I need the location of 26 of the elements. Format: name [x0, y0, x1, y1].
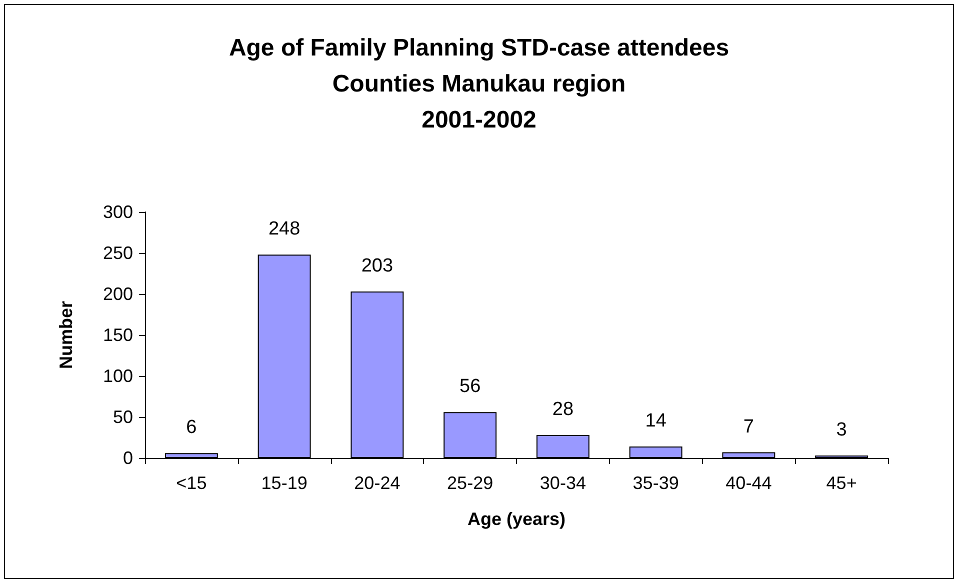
y-tick-label: 0: [122, 448, 133, 468]
data-label: 203: [361, 256, 394, 277]
y-tick-label: 100: [102, 366, 133, 386]
chart-title: Age of Family Planning STD-case attendees Counties Manukau region 2001-2002: [228, 34, 730, 134]
x-tick-label: 30-34: [540, 473, 586, 493]
data-label: 28: [552, 399, 574, 420]
y-tick-label: 50: [112, 407, 133, 427]
x-tick-label: 45+: [826, 473, 857, 493]
data-label: 56: [459, 376, 481, 398]
y-axis-title: Number: [56, 300, 76, 370]
x-tick-label: 35-39: [632, 473, 679, 493]
data-label: 3: [836, 420, 847, 441]
data-label: 248: [268, 218, 300, 240]
x-tick-label: 25-29: [447, 473, 494, 493]
data-label: 7: [743, 416, 754, 438]
x-tick-label: 15-19: [261, 473, 308, 493]
y-tick-label: 250: [102, 243, 133, 263]
y-tick-label: 300: [102, 202, 133, 222]
data-label: 6: [186, 417, 197, 438]
x-axis-title: Age (years): [467, 509, 566, 529]
data-label: 14: [645, 410, 667, 432]
x-tick-label: 40-44: [726, 473, 772, 493]
y-tick-label: 150: [102, 325, 133, 345]
y-tick-label: 200: [102, 284, 133, 304]
x-tick-label: 20-24: [354, 473, 400, 493]
x-tick-label: <15: [176, 473, 207, 493]
